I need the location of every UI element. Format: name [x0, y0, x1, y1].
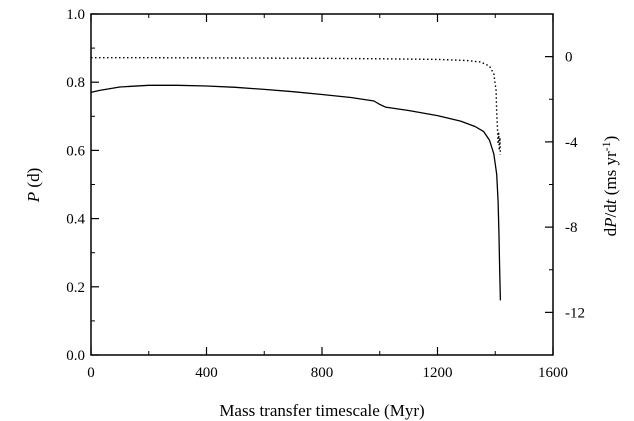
- right-y-tick-label: -12: [565, 305, 585, 321]
- x-tick-label: 0: [87, 365, 95, 381]
- series-layer: [90, 57, 502, 301]
- x-tick-label: 800: [311, 365, 334, 381]
- left-y-tick-label: 0.2: [66, 280, 85, 296]
- right-y-tick-label: 0: [565, 50, 573, 66]
- period-solid-line: [90, 84, 502, 301]
- x-axis-title: Mass transfer timescale (Myr): [219, 401, 424, 420]
- left-y-tick-label: 0.0: [66, 348, 85, 364]
- left-y-axis-title: P (d): [24, 168, 43, 203]
- right-y-axis-title: dP/dt (ms yr-1): [599, 136, 620, 237]
- x-axis-ticks: 0 400 800 1200 1600: [87, 14, 568, 381]
- x-tick-label: 1200: [423, 365, 453, 381]
- plot-frame: [90, 13, 554, 356]
- right-y-axis-ticks: 0 -4 -8 -12: [545, 13, 585, 356]
- period-derivative-dotted-line: [91, 57, 502, 155]
- x-tick-label: 1600: [538, 365, 568, 381]
- left-y-tick-label: 1.0: [66, 7, 85, 23]
- right-y-tick-label: -8: [565, 220, 578, 236]
- left-y-tick-label: 0.4: [66, 212, 85, 228]
- x-tick-label: 400: [195, 365, 218, 381]
- left-y-tick-label: 0.6: [66, 143, 85, 159]
- left-y-axis-ticks: 0.0 0.2 0.4 0.6 0.8 1.0: [66, 7, 99, 364]
- left-y-tick-label: 0.8: [66, 75, 85, 91]
- right-y-tick-label: -4: [565, 135, 578, 151]
